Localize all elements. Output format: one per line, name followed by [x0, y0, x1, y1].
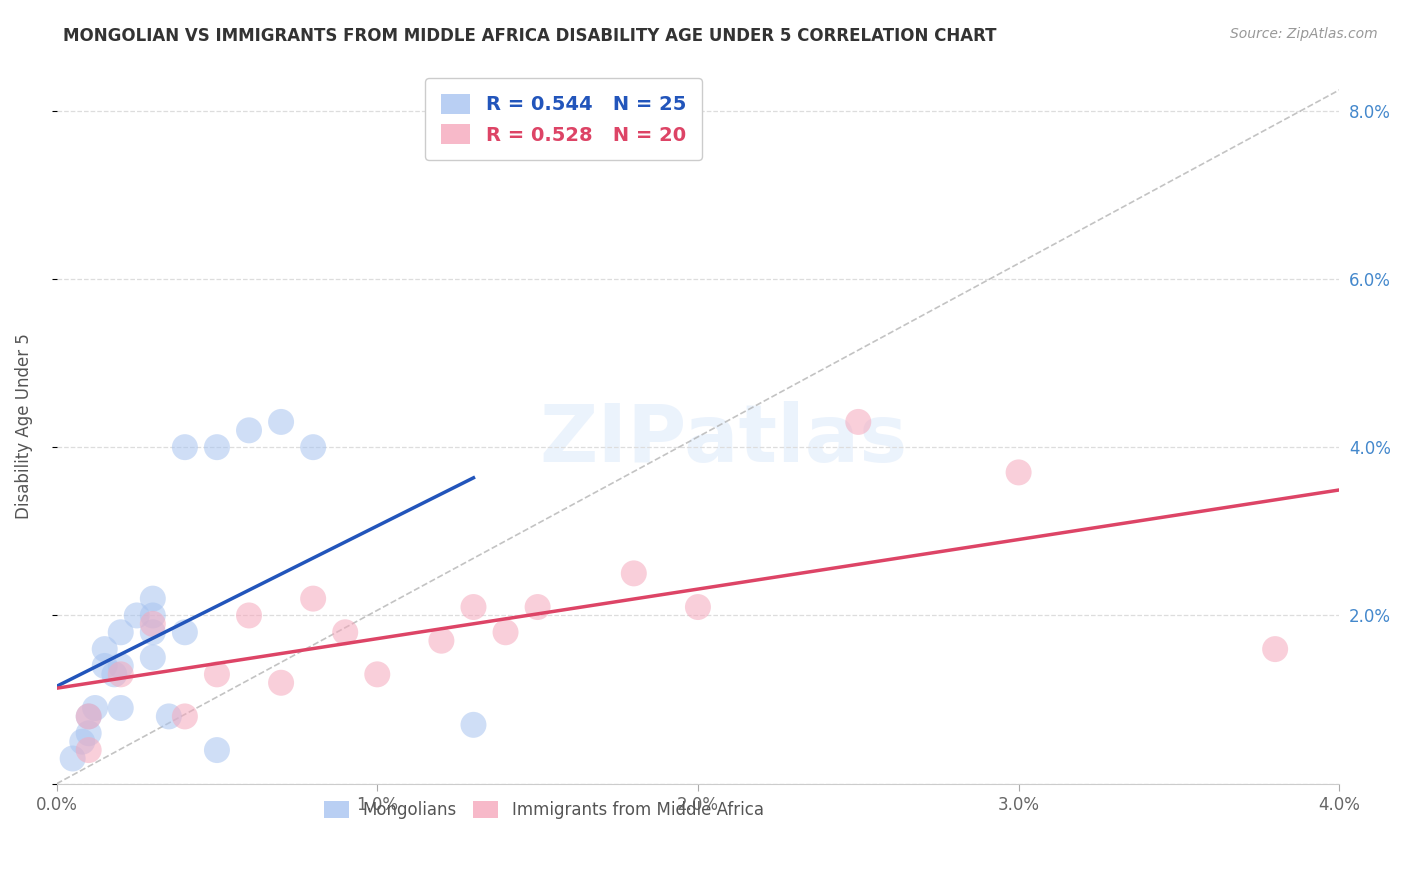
Point — [526, 600, 548, 615]
Text: MONGOLIAN VS IMMIGRANTS FROM MIDDLE AFRICA DISABILITY AGE UNDER 5 CORRELATION CH: MONGOLIAN VS IMMIGRANTS FROM MIDDLE AFRI… — [63, 27, 997, 45]
Point — [72, 734, 94, 748]
Point — [93, 642, 115, 657]
Point — [238, 423, 260, 437]
Point — [205, 667, 228, 681]
Text: ZIPatlas: ZIPatlas — [540, 401, 908, 479]
Point — [110, 625, 132, 640]
Point — [463, 600, 485, 615]
Point — [1264, 642, 1286, 657]
Point — [335, 625, 357, 640]
Point — [686, 600, 709, 615]
Point — [103, 667, 125, 681]
Point — [302, 440, 325, 454]
Point — [142, 616, 165, 631]
Point — [366, 667, 388, 681]
Point — [157, 709, 180, 723]
Point — [93, 659, 115, 673]
Point — [846, 415, 869, 429]
Point — [77, 743, 100, 757]
Point — [142, 625, 165, 640]
Point — [463, 718, 485, 732]
Point — [125, 608, 148, 623]
Point — [142, 591, 165, 606]
Point — [1007, 466, 1029, 480]
Point — [205, 743, 228, 757]
Text: Source: ZipAtlas.com: Source: ZipAtlas.com — [1230, 27, 1378, 41]
Point — [142, 608, 165, 623]
Point — [142, 650, 165, 665]
Point — [205, 440, 228, 454]
Point — [623, 566, 645, 581]
Y-axis label: Disability Age Under 5: Disability Age Under 5 — [15, 334, 32, 519]
Point — [77, 726, 100, 740]
Point — [238, 608, 260, 623]
Point — [77, 709, 100, 723]
Point — [270, 415, 292, 429]
Point — [62, 751, 84, 765]
Legend: Mongolians, Immigrants from Middle Africa: Mongolians, Immigrants from Middle Afric… — [318, 794, 770, 825]
Point — [430, 633, 453, 648]
Point — [110, 659, 132, 673]
Point — [495, 625, 517, 640]
Point — [173, 625, 195, 640]
Point — [77, 709, 100, 723]
Point — [84, 701, 107, 715]
Point — [110, 667, 132, 681]
Point — [270, 675, 292, 690]
Point — [173, 709, 195, 723]
Point — [110, 701, 132, 715]
Point — [302, 591, 325, 606]
Point — [173, 440, 195, 454]
